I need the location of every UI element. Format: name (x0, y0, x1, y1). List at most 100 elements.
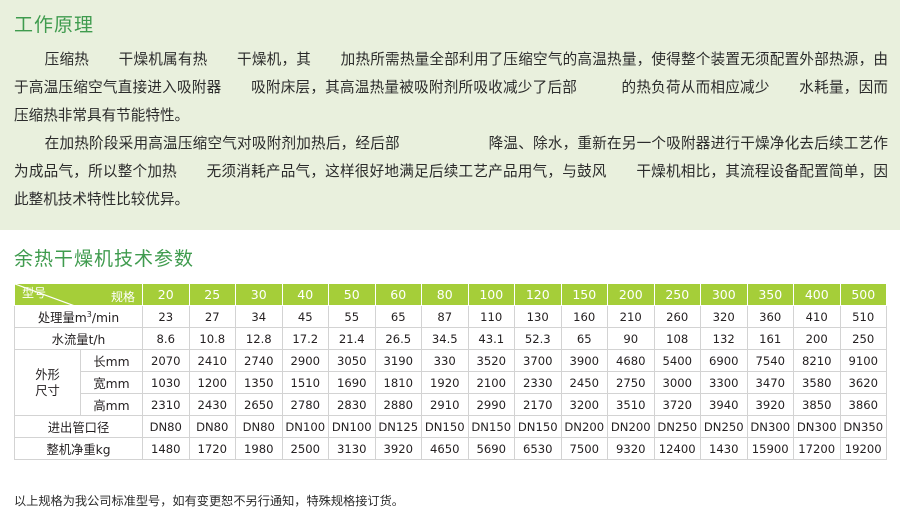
spec-cell: 7540 (746, 349, 794, 372)
spec-cell: 2910 (421, 393, 469, 416)
spec-cell: 1510 (281, 371, 329, 394)
spec-cell: 161 (746, 327, 794, 350)
spec-cell: 26.5 (374, 327, 422, 350)
spec-cell: 3700 (514, 349, 562, 372)
spec-cell: 3940 (700, 393, 748, 416)
spec-cell: 3580 (793, 371, 841, 394)
spec-cell: DN250 (700, 415, 748, 438)
spec-cell: DN100 (281, 415, 329, 438)
spec-cell: 34.5 (421, 327, 469, 350)
spec-table: 规格 型号 20 25 30 40 50 60 80 100 120 150 200 250 300 350 4… (14, 283, 887, 460)
spec-cell: 3860 (839, 393, 887, 416)
spec-cell: DN200 (560, 415, 608, 438)
spec-cell: 4680 (607, 349, 655, 372)
spec-cell: 200 (793, 327, 841, 350)
spec-cell: DN300 (746, 415, 794, 438)
spec-cell: 3720 (653, 393, 701, 416)
spec-section-title: 余热干燥机技术参数 (14, 248, 195, 270)
spec-cell: 8.6 (142, 327, 190, 350)
spec-cell: 12.8 (235, 327, 283, 350)
spec-dimension-sub-label: 高mm (80, 393, 143, 416)
spec-cell: DN150 (514, 415, 562, 438)
spec-cell: 1810 (374, 371, 422, 394)
spec-cell: DN350 (839, 415, 887, 438)
spec-table-row: 外形 尺寸 长mm 2070 2410 2740 2900 3050 3190 330 3520 37… (14, 349, 887, 416)
spec-cell: DN250 (653, 415, 701, 438)
spec-cell: 2500 (281, 437, 329, 460)
spec-cell: 250 (839, 327, 887, 350)
spec-column-header: 50 (328, 283, 376, 306)
spec-column-header: 300 (700, 283, 748, 306)
spec-cell: 23 (142, 305, 190, 328)
spec-cell: 360 (746, 305, 794, 328)
spec-cell: 3620 (839, 371, 887, 394)
spec-column-header: 500 (839, 283, 887, 306)
working-principle-body: 压缩热 干燥机属有热 干燥机，其 加热所需热量全部利用了压缩空气的高温热量，使得… (14, 46, 888, 214)
spec-cell: 87 (421, 305, 469, 328)
spec-cell: 21.4 (328, 327, 376, 350)
spec-table-row: 高mm 2310 2430 2650 2780 2830 2880 2910 2990 2170 3… (15, 393, 887, 416)
spec-cell: 1980 (235, 437, 283, 460)
spec-cell: 2170 (514, 393, 562, 416)
spec-cell: 160 (560, 305, 608, 328)
spec-column-header: 80 (421, 283, 469, 306)
spec-cell: 2070 (142, 349, 190, 372)
spec-cell: 52.3 (514, 327, 562, 350)
spec-cell: 260 (653, 305, 701, 328)
spec-cell: 7500 (560, 437, 608, 460)
spec-cell: 1350 (235, 371, 283, 394)
spec-cell: 2830 (328, 393, 376, 416)
spec-row-label: 水流量t/h (14, 327, 143, 350)
spec-cell: 4650 (421, 437, 469, 460)
spec-table-row: 宽mm 1030 1200 1350 1510 1690 1810 1920 2100 2330 2… (15, 371, 887, 394)
spec-cell: 55 (328, 305, 376, 328)
spec-table-row: 整机净重kg 1480 1720 1980 2500 3130 3920 4650 5690 65… (14, 437, 887, 460)
spec-cell: 1200 (188, 371, 236, 394)
principle-paragraph-1: 压缩热 干燥机属有热 干燥机，其 加热所需热量全部利用了压缩空气的高温热量，使得… (14, 51, 888, 124)
spec-cell: 108 (653, 327, 701, 350)
spec-cell: 2430 (188, 393, 236, 416)
spec-cell: 3050 (328, 349, 376, 372)
spec-cell: DN80 (142, 415, 190, 438)
corner-diagonal-line (15, 284, 142, 305)
spec-cell: 410 (793, 305, 841, 328)
spec-cell: 3920 (746, 393, 794, 416)
spec-cell: 1920 (421, 371, 469, 394)
spec-column-header: 20 (142, 283, 190, 306)
spec-cell: 130 (514, 305, 562, 328)
spec-cell: 12400 (653, 437, 701, 460)
spec-column-header: 250 (653, 283, 701, 306)
spec-table-row: 水流量t/h 8.6 10.8 12.8 17.2 21.4 26.5 34.5 43.1 52.… (14, 327, 887, 350)
spec-cell: DN100 (328, 415, 376, 438)
spec-column-header: 60 (374, 283, 422, 306)
spec-cell: 27 (188, 305, 236, 328)
spec-row-label: 处理量m3/min (14, 305, 143, 328)
corner-model-label: 型号 (22, 286, 47, 300)
spec-cell: 8210 (793, 349, 841, 372)
spec-cell: 1030 (142, 371, 190, 394)
spec-cell: 2330 (514, 371, 562, 394)
spec-cell: 2100 (467, 371, 515, 394)
spec-column-header: 100 (467, 283, 515, 306)
spec-row-label: 整机净重kg (14, 437, 143, 460)
principle-paragraph-2: 在加热阶段采用高温压缩空气对吸附剂加热后，经后部 降温、除水，重新在另一个吸附器… (14, 135, 888, 208)
spec-cell: 2990 (467, 393, 515, 416)
spec-cell: DN150 (467, 415, 515, 438)
spec-cell: DN200 (607, 415, 655, 438)
spec-cell: 210 (607, 305, 655, 328)
spec-cell: 3470 (746, 371, 794, 394)
spec-cell: 17200 (793, 437, 841, 460)
spec-table-row: 处理量m3/min 23 27 34 45 55 65 87 110 130 160 210 260 32… (14, 305, 887, 328)
spec-cell: 65 (374, 305, 422, 328)
spec-cell: 1720 (188, 437, 236, 460)
spec-cell: 2900 (281, 349, 329, 372)
spec-cell: 330 (421, 349, 469, 372)
spec-cell: DN80 (235, 415, 283, 438)
spec-cell: 65 (560, 327, 608, 350)
spec-cell: 43.1 (467, 327, 515, 350)
corner-spec-label: 规格 (110, 290, 135, 304)
spec-cell: 10.8 (188, 327, 236, 350)
spec-column-header: 25 (188, 283, 236, 306)
spec-cell: 19200 (839, 437, 887, 460)
spec-cell: 34 (235, 305, 283, 328)
